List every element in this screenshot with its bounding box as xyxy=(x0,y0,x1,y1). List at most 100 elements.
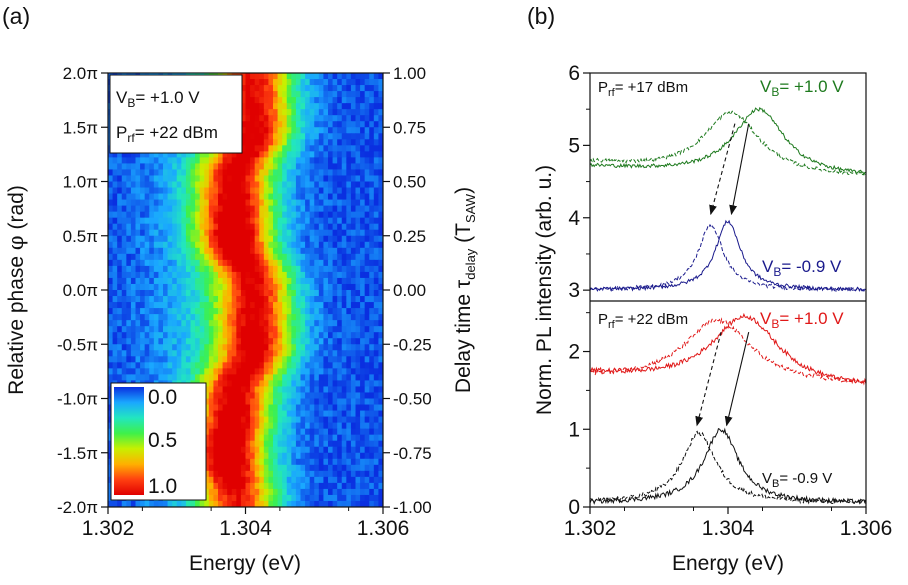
heatmap-cell xyxy=(126,320,132,327)
heatmap-cell xyxy=(328,91,334,98)
heatmap-cell xyxy=(121,205,127,213)
heatmap-cell xyxy=(140,277,146,285)
heatmap-cell xyxy=(204,494,210,502)
heatmap-cell xyxy=(140,199,146,207)
heatmap-cell xyxy=(240,247,247,255)
heatmap-cell xyxy=(231,494,237,502)
heatmap-cell xyxy=(176,199,182,207)
heatmap-cell xyxy=(167,344,173,351)
heatmap-cell xyxy=(176,277,182,285)
heatmap-cell xyxy=(172,169,178,177)
heatmap-cell xyxy=(112,241,118,249)
heatmap-cell xyxy=(346,338,352,345)
heatmap-cell xyxy=(346,145,352,152)
heatmap-cell xyxy=(328,235,334,243)
heatmap-cell xyxy=(309,169,315,177)
heatmap-cell xyxy=(163,211,169,219)
heatmap-cell xyxy=(218,217,224,225)
heatmap-cell xyxy=(309,235,315,243)
heatmap-cell xyxy=(135,296,141,303)
heatmap-cell xyxy=(291,253,297,261)
heatmap-cell xyxy=(185,163,192,171)
heatmap-cell xyxy=(378,470,383,478)
heatmap-cell xyxy=(236,151,242,158)
heatmap-cell xyxy=(181,253,187,261)
heatmap-cell xyxy=(121,253,127,261)
heatmap-cell xyxy=(350,271,357,279)
heatmap-cell xyxy=(185,157,192,165)
heatmap-cell xyxy=(149,362,155,369)
heatmap-cell xyxy=(213,163,219,171)
heatmap-cell xyxy=(273,476,279,484)
spectrum-line xyxy=(589,219,867,293)
heatmap-cell xyxy=(309,181,315,189)
heatmap-cell xyxy=(300,458,306,466)
heatmap-cell xyxy=(369,374,375,382)
heatmap-cell xyxy=(112,320,118,327)
heatmap-cell xyxy=(355,470,361,478)
heatmap-cell xyxy=(250,271,256,279)
heatmap-cell xyxy=(291,332,297,339)
heatmap-cell xyxy=(295,332,302,339)
heatmap-cell xyxy=(250,428,256,436)
heatmap-cell xyxy=(291,163,297,171)
heatmap-cell xyxy=(245,416,251,424)
heatmap-cell xyxy=(245,241,251,249)
heatmap-cell xyxy=(208,374,215,382)
heatmap-cell xyxy=(286,163,292,171)
heatmap-cell xyxy=(360,169,366,177)
heatmap-cell xyxy=(213,344,219,351)
heatmap-cell xyxy=(273,326,279,333)
heatmap-cell xyxy=(185,151,192,158)
heatmap-cell xyxy=(167,308,173,315)
heatmap-cell xyxy=(314,103,320,110)
heatmap-cell xyxy=(273,416,279,424)
heatmap-cell xyxy=(332,127,338,134)
heatmap-cell xyxy=(167,217,173,225)
heatmap-cell xyxy=(227,199,233,207)
heatmap-cell xyxy=(250,127,256,134)
heatmap-cell xyxy=(144,350,150,357)
heatmap-cell xyxy=(236,488,242,496)
heatmap-cell xyxy=(369,133,375,140)
heatmap-cell xyxy=(364,187,370,195)
heatmap-cell xyxy=(130,265,137,273)
heatmap-cell xyxy=(140,211,146,219)
heatmap-cell xyxy=(204,169,210,177)
heatmap-cell xyxy=(250,235,256,243)
heatmap-cell xyxy=(130,308,137,315)
heatmap-cell xyxy=(305,121,311,128)
heatmap-cell xyxy=(222,344,228,351)
heatmap-cell xyxy=(227,302,233,309)
heatmap-cell xyxy=(373,79,380,86)
heatmap-cell xyxy=(254,482,260,490)
heatmap-cell xyxy=(126,350,132,357)
heatmap-cell xyxy=(350,494,357,502)
heatmap-cell xyxy=(295,199,302,207)
heatmap-cell xyxy=(108,241,114,249)
heatmap-cell xyxy=(218,308,224,315)
heatmap-cell xyxy=(240,85,247,92)
heatmap-cell xyxy=(328,404,334,412)
heatmap-cell xyxy=(231,217,237,225)
heatmap-cell xyxy=(199,500,205,507)
heatmap-cell xyxy=(355,175,361,183)
heatmap-cell xyxy=(195,259,201,267)
heatmap-cell xyxy=(364,422,370,430)
heatmap-cell xyxy=(176,205,182,213)
heatmap-cell xyxy=(135,169,141,177)
spectra-ytick-label: 1 xyxy=(568,418,580,441)
heatmap-cell xyxy=(337,247,343,255)
heatmap-cell xyxy=(305,235,311,243)
heatmap-cell xyxy=(208,175,215,183)
heatmap-cell xyxy=(117,320,123,327)
heatmap-cell xyxy=(341,91,347,98)
heatmap-cell xyxy=(121,211,127,219)
heatmap-cell xyxy=(309,380,315,388)
heatmap-cell xyxy=(323,115,329,122)
heatmap-cell xyxy=(323,139,329,146)
heatmap-cell xyxy=(346,283,352,291)
heatmap-cell xyxy=(263,422,270,430)
heatmap-cell xyxy=(373,344,380,351)
heatmap-cell xyxy=(295,392,302,400)
